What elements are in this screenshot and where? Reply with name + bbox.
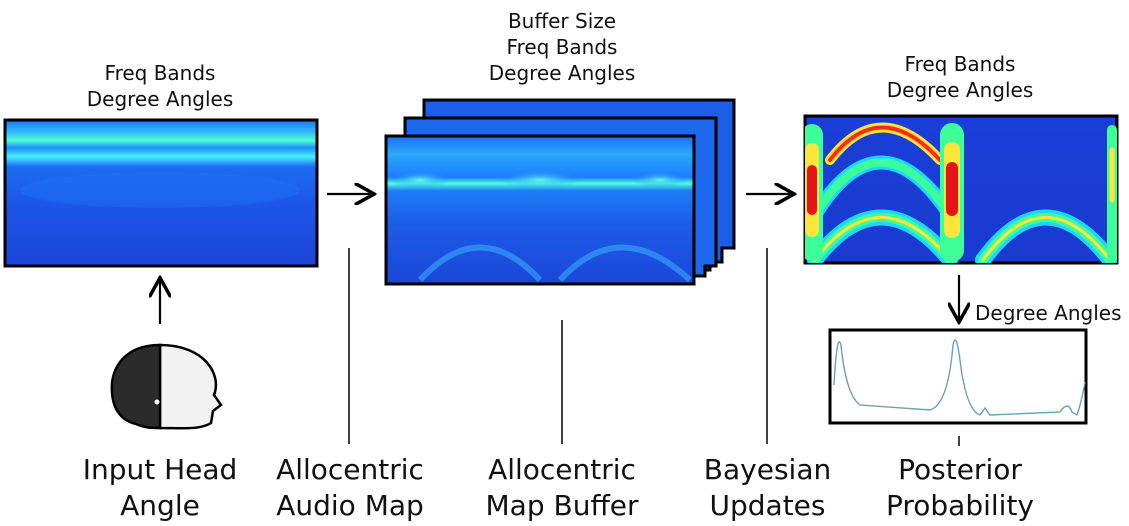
probability-axis-label: Degree Angles <box>975 301 1122 325</box>
map-buffer-stack <box>384 98 736 286</box>
audio-map-label: Freq Bands Degree Angles <box>60 60 260 112</box>
stage-label-allocentric-audio-map: Allocentric Audio Map <box>276 453 424 522</box>
stage-label-posterior-probability: Posterior Probability <box>885 453 1034 522</box>
stage-label-bayesian-updates: Bayesian Updates <box>703 453 832 522</box>
posterior-map-label-line2: Degree Angles <box>886 78 1034 102</box>
posterior-heatmap <box>803 114 1119 265</box>
buffer-label-line1: Buffer Size <box>507 9 617 33</box>
audio-map-label-line1: Freq Bands <box>104 61 216 85</box>
buffer-label: Buffer Size Freq Bands Degree Angles <box>462 8 662 86</box>
buffer-label-line2: Freq Bands <box>506 35 618 59</box>
buffer-label-line3: Degree Angles <box>488 61 636 85</box>
head-icon <box>110 343 223 430</box>
audio-map-heatmap <box>3 118 319 268</box>
stage-label-allocentric-map-buffer: Allocentric Map Buffer <box>485 453 639 522</box>
posterior-probability-plot <box>828 328 1088 425</box>
audio-map-label-line2: Degree Angles <box>86 87 234 111</box>
stage-label-input-head-angle: Input Head Angle <box>82 453 238 522</box>
posterior-map-label-line1: Freq Bands <box>904 52 1016 76</box>
posterior-map-label: Freq Bands Degree Angles <box>860 51 1060 103</box>
